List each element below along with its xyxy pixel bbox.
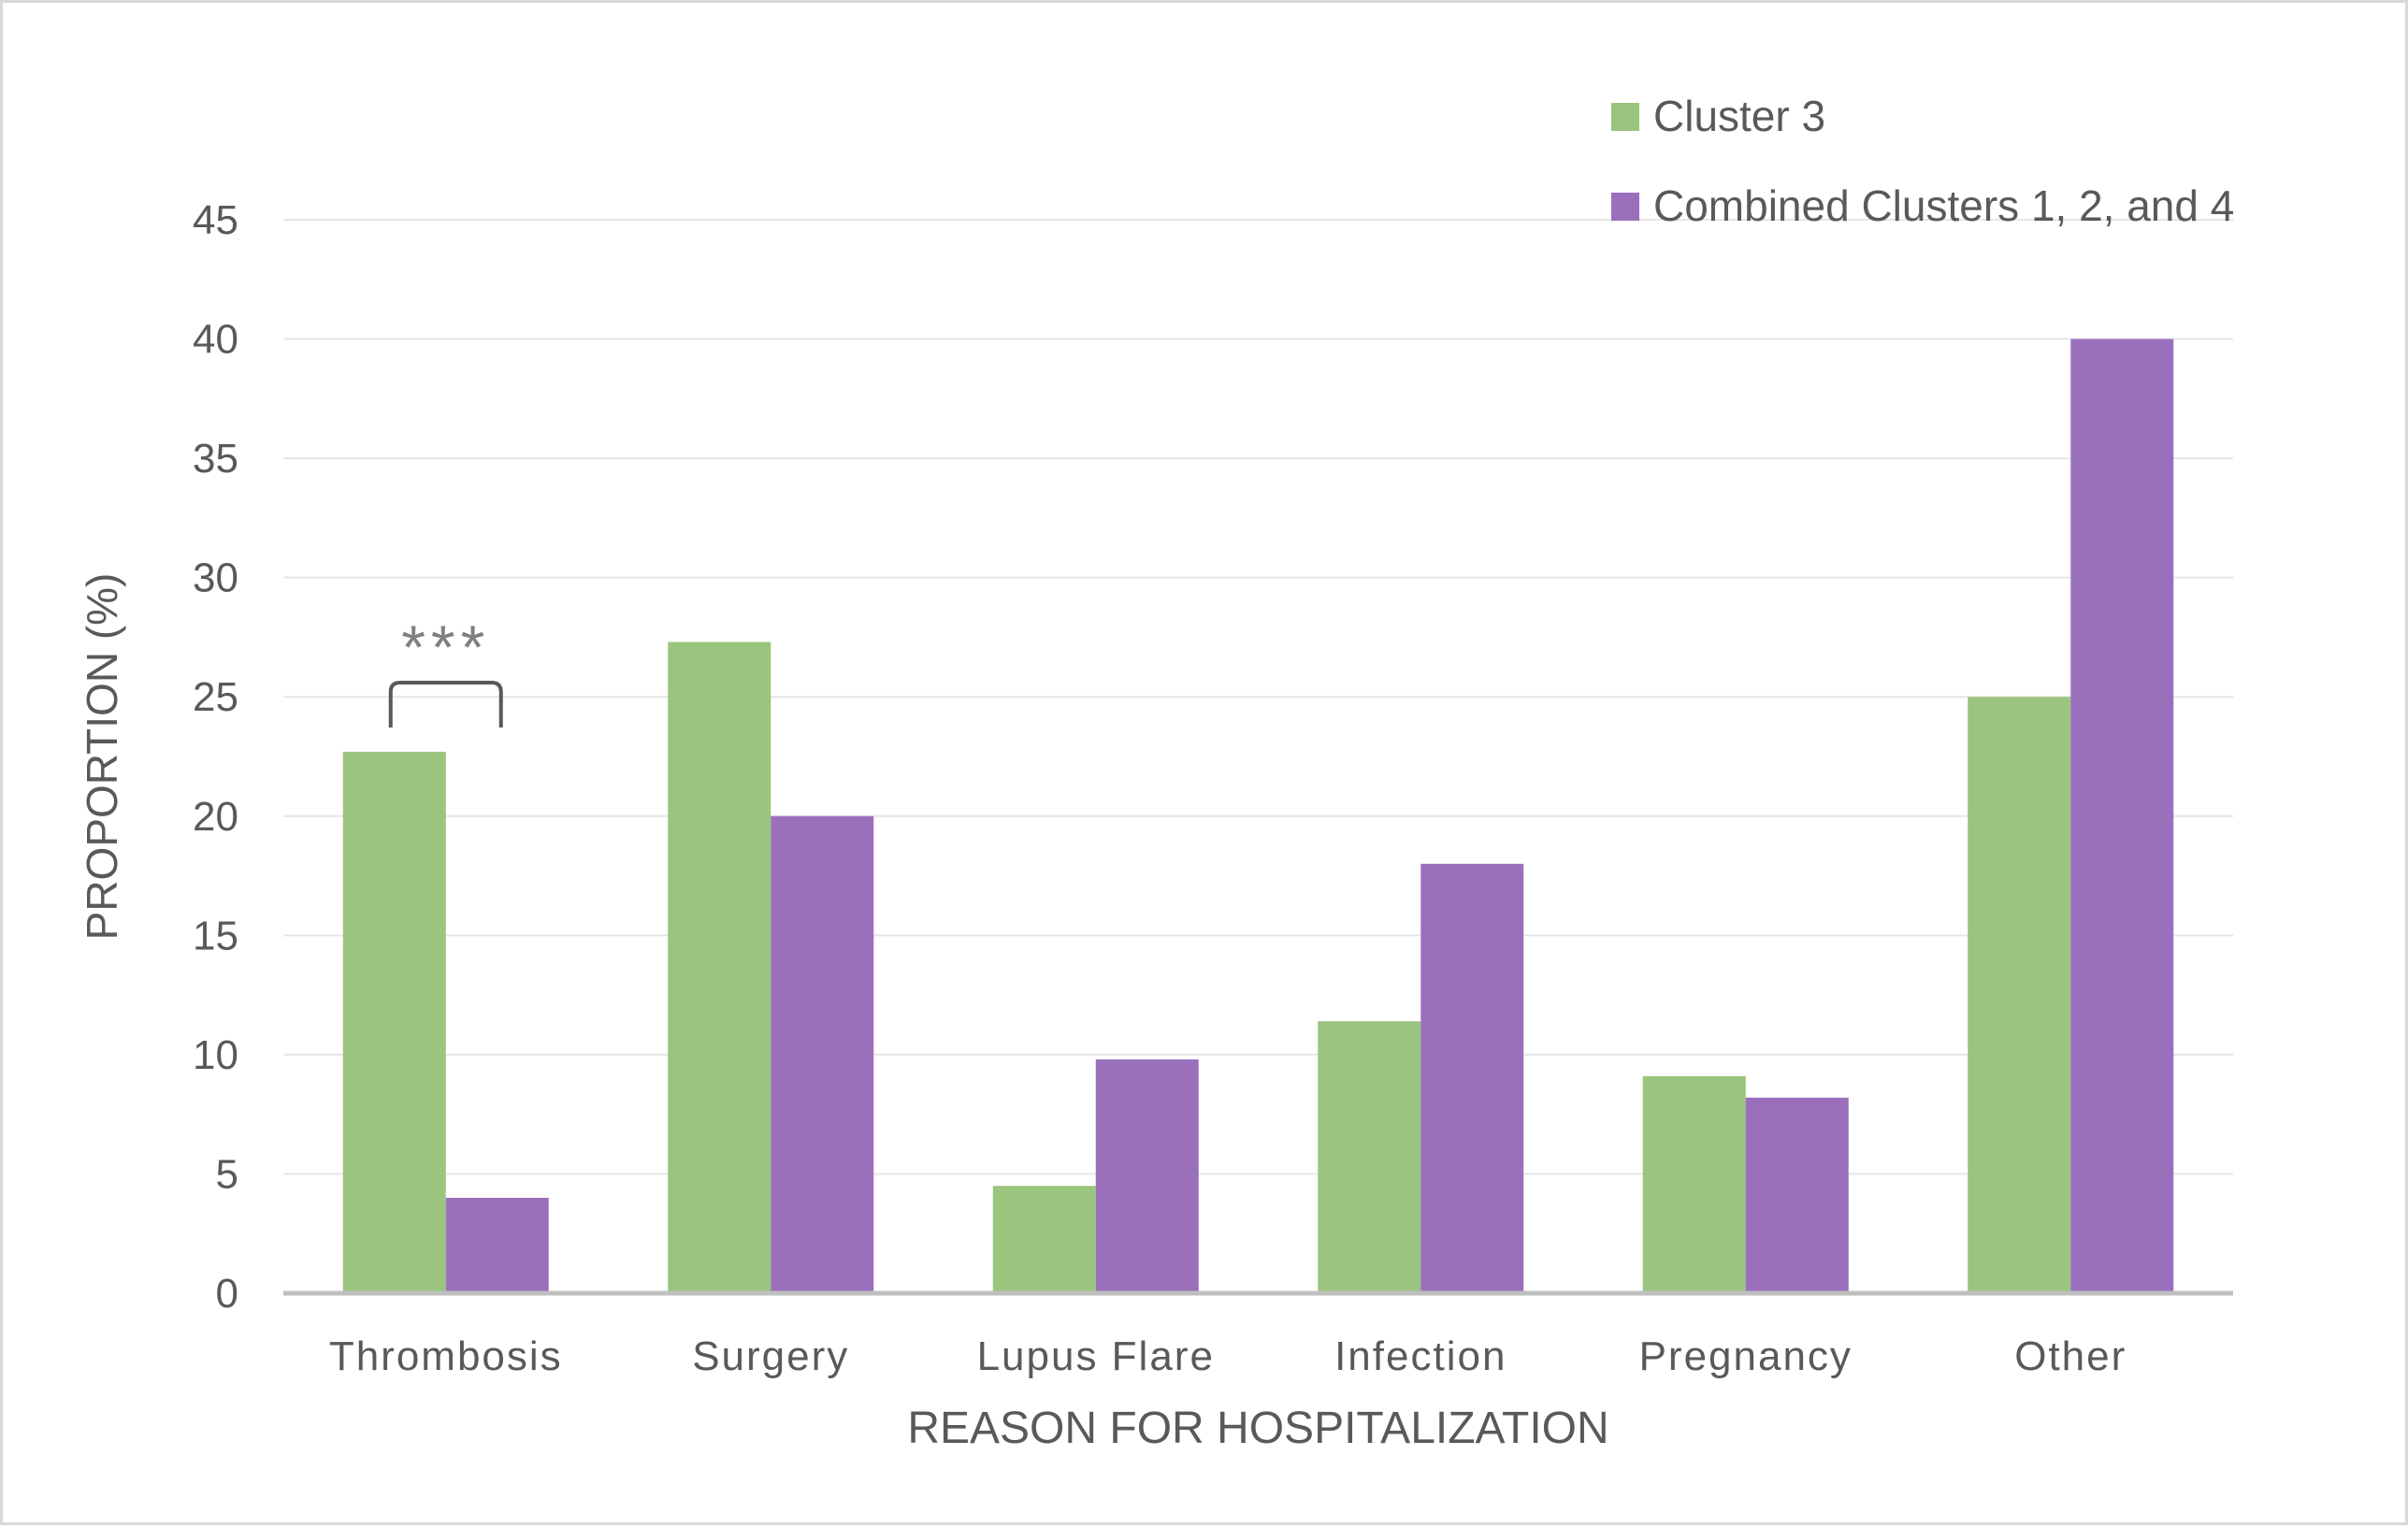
y-tick-label: 20 (193, 794, 238, 840)
bar-cluster-3-surgery (668, 641, 771, 1293)
y-axis-ticks: 0 5 10 15 20 25 30 35 40 45 (193, 197, 238, 1317)
bar-cluster-3-thrombosis (342, 751, 446, 1293)
legend-label: Cluster 3 (1653, 92, 1825, 140)
bar-cluster-3-pregnancy (1642, 1075, 1746, 1293)
y-tick-label: 35 (193, 436, 238, 482)
x-tick-label: Other (2014, 1333, 2127, 1379)
significance-stars: *** (401, 612, 490, 682)
y-tick-label: 40 (193, 317, 238, 363)
y-tick-label: 15 (193, 913, 238, 958)
gridlines (283, 219, 2233, 1175)
x-tick-label: Thrombosis (329, 1333, 563, 1379)
y-tick-label: 10 (193, 1032, 238, 1078)
bar-chart: 0 5 10 15 20 25 30 35 40 45 Thrombosis Surgery Lupu… (78, 92, 2234, 1453)
significance-annotation: *** (388, 612, 503, 727)
legend: Cluster 3 Combined Clusters 1, 2, and 4 (1611, 92, 2234, 230)
legend-label: Combined Clusters 1, 2, and 4 (1653, 181, 2234, 230)
bar-cluster-3-infection (1318, 1021, 1421, 1293)
x-tick-label: Surgery (692, 1333, 849, 1379)
significance-bracket (388, 681, 503, 727)
y-axis-label: PROPORTION (%) (78, 573, 126, 941)
legend-swatch (1611, 193, 1639, 221)
legend-swatch (1611, 103, 1639, 131)
y-tick-label: 0 (216, 1271, 238, 1317)
y-tick-label: 45 (193, 197, 238, 243)
bar-combined-clusters-infection (1420, 863, 1524, 1293)
y-tick-label: 30 (193, 555, 238, 601)
x-axis-label: REASON FOR HOSPITALIZATION (907, 1404, 1608, 1453)
bar-combined-clusters-lupus-flare (1095, 1059, 1199, 1293)
bar-combined-clusters-surgery (771, 815, 874, 1293)
x-axis-ticks: Thrombosis Surgery Lupus Flare Infection Pre… (329, 1333, 2127, 1379)
x-tick-label: Infection (1334, 1333, 1507, 1379)
bar-combined-clusters-other (2070, 339, 2174, 1293)
bar-combined-clusters-pregnancy (1745, 1097, 1849, 1293)
bar-cluster-3-other (1968, 697, 2071, 1293)
y-tick-label: 5 (216, 1151, 238, 1197)
bars (342, 339, 2174, 1293)
bar-cluster-3-lupus-flare (992, 1186, 1096, 1293)
y-tick-label: 25 (193, 674, 238, 720)
x-tick-label: Lupus Flare (977, 1333, 1215, 1379)
x-tick-label: Pregnancy (1639, 1333, 1853, 1379)
bar-combined-clusters-thrombosis (445, 1197, 549, 1293)
